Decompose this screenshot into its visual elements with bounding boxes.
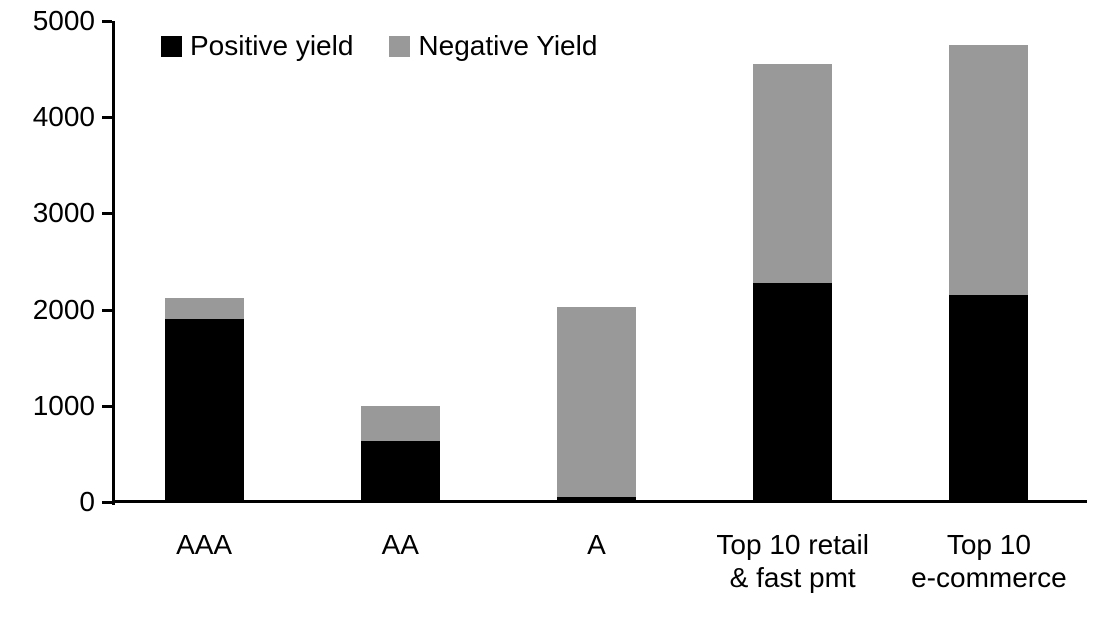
bar-segment-positive	[360, 441, 440, 502]
x-axis-category-label: AAA	[176, 529, 233, 560]
legend-label-positive: Positive yield	[190, 30, 354, 61]
bar-segment-positive	[557, 497, 636, 502]
bar-segment-negative	[557, 306, 636, 498]
y-axis-line	[112, 21, 115, 505]
y-tick-label: 4000	[32, 101, 95, 133]
x-axis-category-label: Top 10 retail & fast pmt	[716, 529, 869, 593]
x-axis-category-label: Top 10 e-commerce	[911, 529, 1067, 593]
y-tick-mark	[102, 404, 112, 408]
y-tick-mark	[102, 308, 112, 312]
legend-swatch-positive-icon	[161, 35, 182, 57]
y-tick-mark	[102, 20, 112, 23]
legend-label-negative: Negative Yield	[418, 30, 598, 61]
bar-segment-positive	[164, 319, 244, 502]
y-tick-mark	[102, 212, 112, 216]
x-axis-category-label: AA	[381, 529, 419, 560]
legend-item-negative-yield: Negative Yield	[389, 30, 597, 62]
y-tick-mark	[102, 116, 112, 120]
y-tick-label: 3000	[32, 197, 95, 229]
y-tick-label: 2000	[32, 293, 95, 325]
bar-segment-positive	[753, 282, 833, 502]
y-tick-mark	[102, 501, 112, 504]
legend: Positive yield Negative Yield	[161, 30, 597, 62]
legend-swatch-negative-icon	[389, 35, 411, 57]
x-axis-line	[112, 500, 1087, 503]
y-tick-label: 0	[79, 486, 95, 517]
bar-segment-negative	[164, 298, 244, 320]
bar-segment-negative	[360, 405, 440, 442]
bar-segment-negative	[753, 64, 833, 283]
x-axis-category-label: A	[587, 529, 606, 560]
bar-segment-negative	[949, 45, 1029, 296]
y-tick-label: 5000	[32, 5, 95, 36]
bar-segment-positive	[949, 295, 1029, 502]
legend-item-positive-yield: Positive yield	[161, 30, 353, 62]
y-tick-label: 1000	[32, 389, 95, 421]
